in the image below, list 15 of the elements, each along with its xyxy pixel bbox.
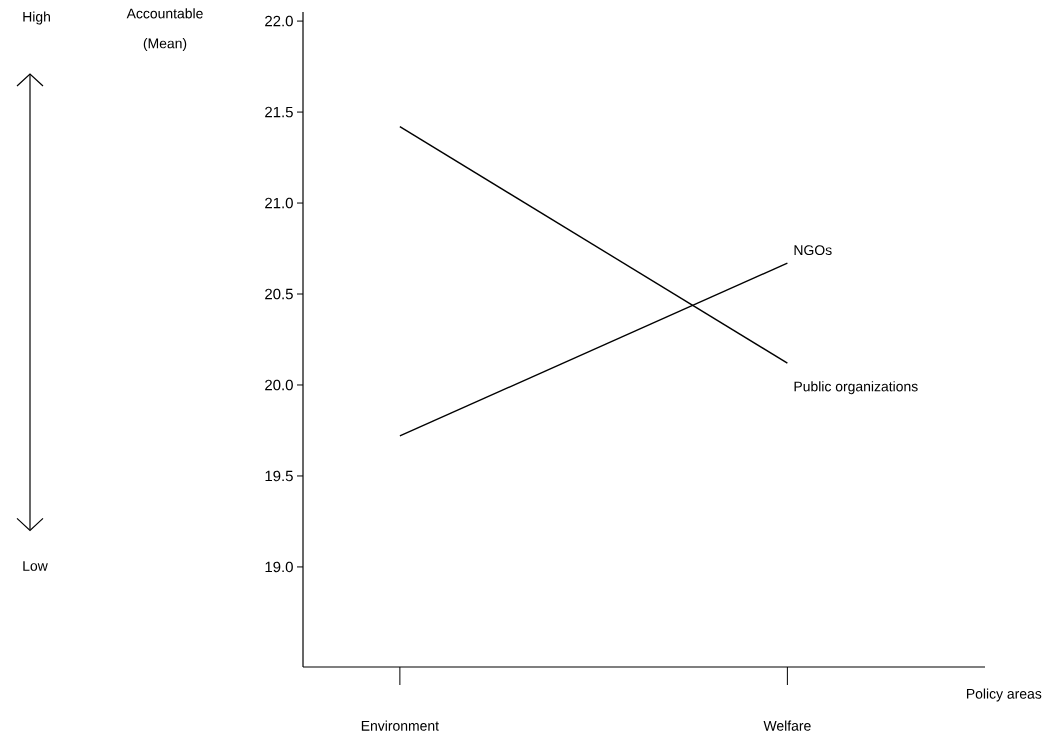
y-tick-label: 21.0 bbox=[265, 197, 293, 209]
y-tick-label: 19.5 bbox=[265, 470, 293, 482]
y-tick-label: 21.5 bbox=[265, 106, 293, 118]
x-tick-label: Environment bbox=[361, 720, 439, 731]
text: Accountable (Mean) bbox=[126, 8, 203, 52]
y-tick-label: 20.5 bbox=[265, 288, 293, 300]
x-axis-title: Policy areas bbox=[966, 688, 1042, 702]
series-label: NGOs bbox=[794, 245, 832, 256]
text: High bbox=[23, 11, 50, 25]
y-tick-label: 19.0 bbox=[265, 561, 293, 573]
text: Low bbox=[23, 561, 48, 571]
series-label: Public organizations bbox=[794, 381, 918, 395]
y-tick-label: 22.0 bbox=[265, 15, 293, 27]
y-tick-label: 20.0 bbox=[265, 379, 293, 391]
x-tick-label: Welfare bbox=[763, 720, 811, 731]
